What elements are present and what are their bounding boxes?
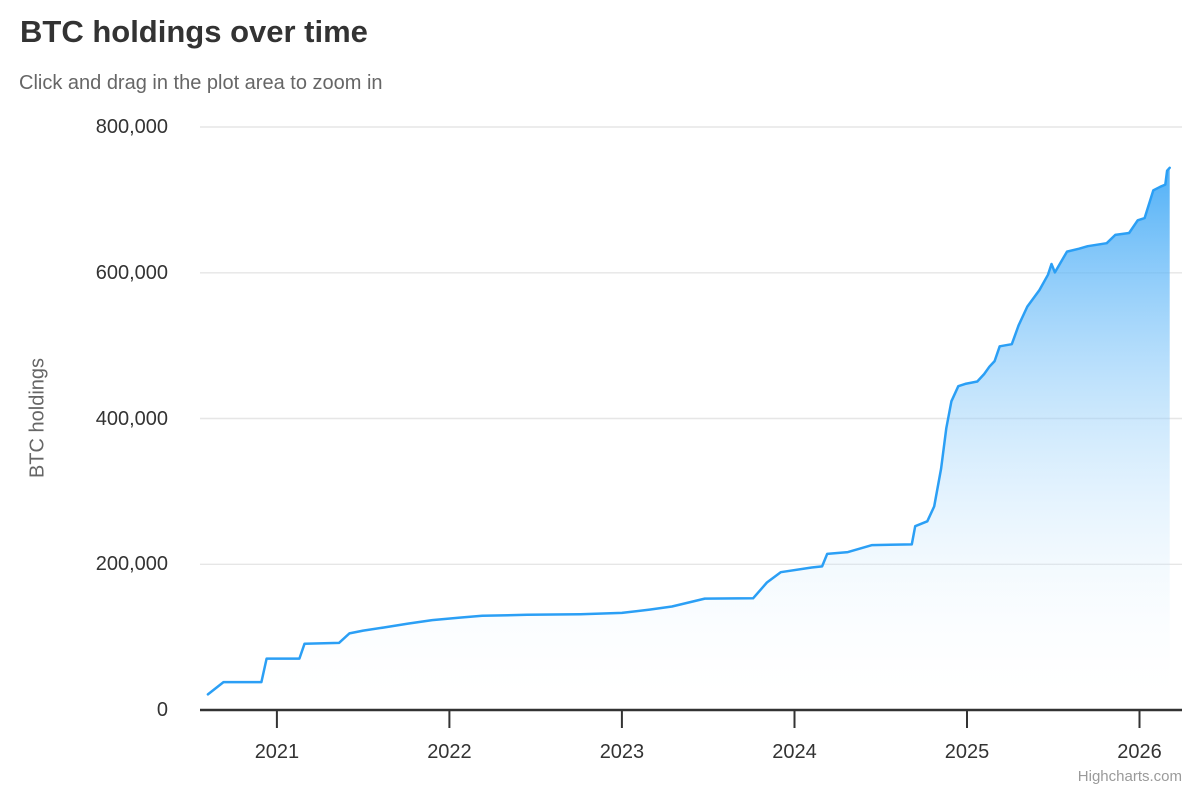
credits-link[interactable]: Highcharts.com <box>1077 768 1182 785</box>
chart-subtitle: Click and drag in the plot area to zoom … <box>19 72 383 94</box>
x-axis-label: 2024 <box>772 741 817 763</box>
x-axis-label: 2021 <box>254 741 300 763</box>
y-axis-label: 200,000 <box>95 553 168 576</box>
x-axis-ticks <box>275 711 1141 728</box>
x-axis-label: 2026 <box>1117 741 1162 763</box>
y-axis-label: 400,000 <box>95 407 168 430</box>
x-axis-label: 2025 <box>944 741 990 763</box>
x-axis-label: 2023 <box>599 741 645 763</box>
area-fill <box>207 167 1170 711</box>
series-line <box>206 166 1171 696</box>
x-axis-label: 2022 <box>427 741 472 763</box>
chart-title: BTC holdings over time <box>20 14 368 49</box>
y-axis-label: 600,000 <box>95 261 168 284</box>
y-axis-label: 800,000 <box>95 116 168 138</box>
y-axis-label: 0 <box>156 699 168 721</box>
